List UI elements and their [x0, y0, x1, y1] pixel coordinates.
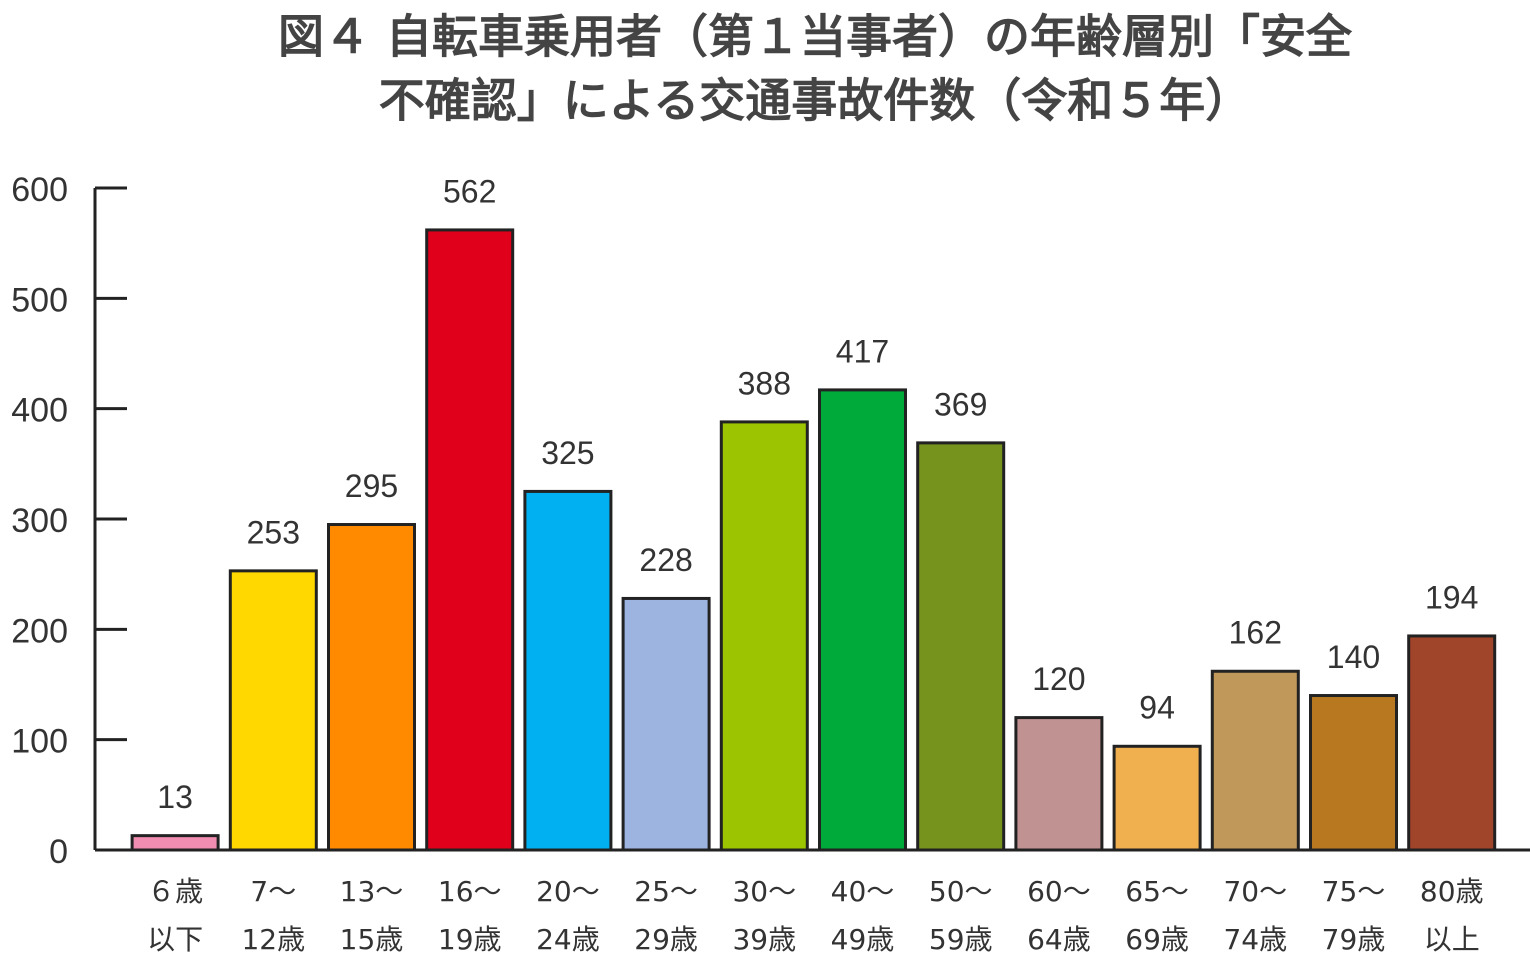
bar — [1309, 694, 1398, 852]
chart-title: 不確認」による交通事故件数（令和５年） — [379, 74, 1252, 128]
x-tick-label: 25～ — [634, 875, 698, 908]
bar — [1407, 634, 1497, 852]
x-tick-label: 75～ — [1322, 875, 1386, 908]
y-tick-label: 500 — [11, 281, 68, 319]
value-label: 325 — [541, 435, 594, 471]
x-tick-label: 49歳 — [831, 923, 895, 956]
x-tick-label: 13～ — [340, 875, 404, 908]
x-tick-label: 65～ — [1125, 875, 1189, 908]
x-tick-label: 64歳 — [1027, 923, 1091, 956]
bar — [719, 420, 809, 852]
x-tick-label: 20～ — [536, 875, 600, 908]
bar — [916, 441, 1006, 852]
y-tick-label: 100 — [11, 723, 68, 761]
value-label: 295 — [345, 468, 398, 504]
y-tick-label: 300 — [11, 502, 68, 540]
x-tick-label: 16～ — [438, 875, 502, 908]
value-label: 253 — [247, 514, 300, 550]
x-tick-label: 80歳 — [1420, 875, 1484, 908]
bar — [1014, 716, 1104, 852]
x-tick-label: ６歳 — [147, 875, 203, 908]
x-tick-label: 15歳 — [340, 923, 404, 956]
y-tick-label: 400 — [11, 392, 68, 430]
x-tick-label: 24歳 — [536, 923, 600, 956]
value-label: 369 — [934, 386, 987, 422]
y-tick-label: 200 — [11, 612, 68, 650]
value-label: 162 — [1229, 615, 1282, 651]
x-tick-label: 74歳 — [1223, 923, 1287, 956]
value-label: 228 — [639, 542, 692, 578]
bar — [1210, 669, 1300, 852]
x-tick-label: 40～ — [831, 875, 895, 908]
bar — [621, 596, 711, 852]
bar — [228, 569, 318, 852]
value-label: 194 — [1425, 579, 1478, 615]
value-label: 13 — [157, 779, 193, 815]
bar — [425, 228, 515, 852]
chart-title: 図４ 自転車乗用者（第１当事者）の年齢層別「安全 — [278, 10, 1353, 64]
x-tick-label: 70～ — [1223, 875, 1287, 908]
value-label: 120 — [1032, 661, 1085, 697]
x-tick-label: 50～ — [929, 875, 993, 908]
value-label: 562 — [443, 173, 496, 209]
x-tick-label: 39歳 — [732, 923, 796, 956]
x-tick-label: 59歳 — [929, 923, 993, 956]
bar — [327, 523, 416, 852]
x-tick-label: 7～ — [250, 875, 296, 908]
bar — [1112, 744, 1202, 852]
x-tick-label: 19歳 — [438, 923, 502, 956]
x-tick-label: 30～ — [732, 875, 796, 908]
value-label: 140 — [1327, 639, 1380, 675]
x-tick-label: 60～ — [1027, 875, 1091, 908]
x-tick-label: 以上 — [1424, 923, 1480, 956]
x-tick-label: 12歳 — [241, 923, 305, 956]
x-tick-label: 69歳 — [1125, 923, 1189, 956]
bar — [523, 489, 613, 852]
value-label: 388 — [738, 365, 791, 401]
x-tick-label: 以下 — [147, 923, 203, 956]
y-tick-label: 600 — [11, 171, 68, 209]
x-tick-label: 29歳 — [634, 923, 698, 956]
y-tick-label: 0 — [49, 833, 68, 871]
bar — [818, 388, 907, 852]
value-label: 417 — [836, 333, 889, 369]
value-label: 94 — [1139, 690, 1175, 726]
x-tick-label: 79歳 — [1322, 923, 1386, 956]
bar — [130, 834, 220, 852]
